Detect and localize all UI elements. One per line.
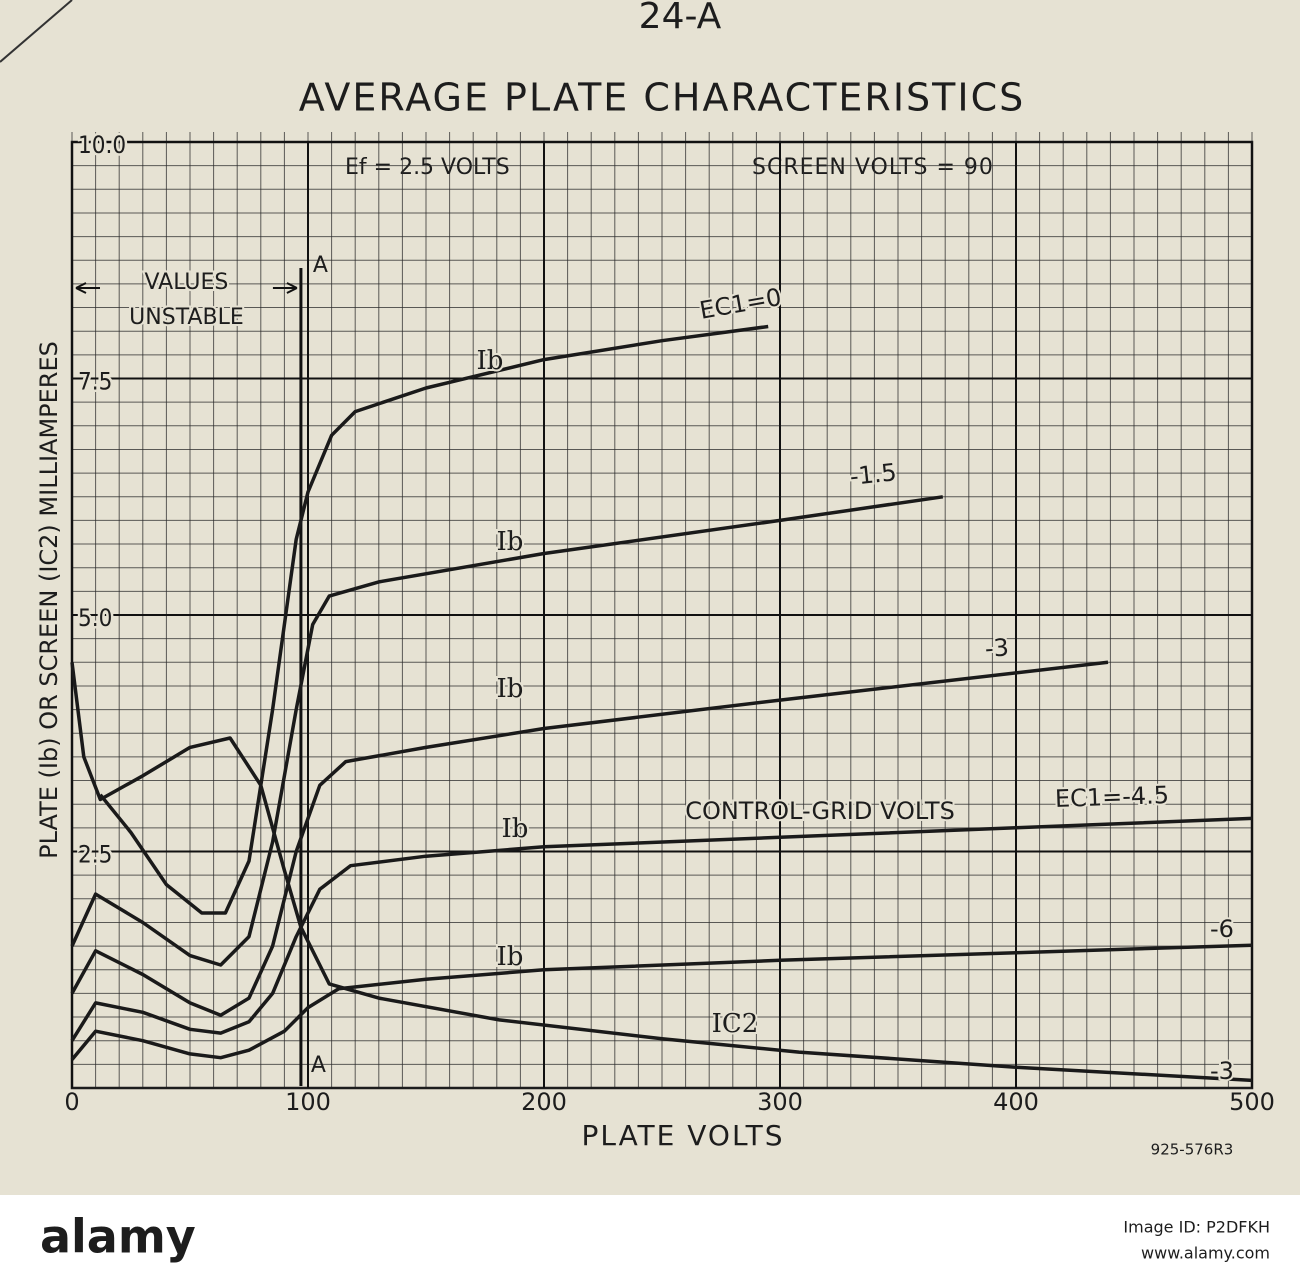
y-tick-label: 5.0 bbox=[78, 604, 112, 632]
paper bbox=[0, 0, 1300, 1195]
curve-label: IC2 bbox=[712, 1009, 759, 1039]
curve-label: Ib bbox=[477, 346, 504, 376]
chart-title: AVERAGE PLATE CHARACTERISTICS bbox=[299, 76, 1025, 120]
series-label: -3 bbox=[1210, 1057, 1234, 1085]
header: 24-A bbox=[639, 0, 722, 37]
drawing-code: 925-576R3 bbox=[1151, 1141, 1234, 1159]
corner-stroke bbox=[0, 0, 73, 63]
unstable-arrow bbox=[75, 282, 298, 294]
condition: SCREEN VOLTS = 90 bbox=[752, 155, 994, 180]
x-tick-label: 500 bbox=[1229, 1088, 1275, 1116]
curve-label: Ib bbox=[502, 814, 529, 844]
x-tick-label: 100 bbox=[285, 1088, 331, 1116]
condition: Ef = 2.5 VOLTS bbox=[345, 155, 510, 180]
boundary-label: A bbox=[311, 1053, 326, 1078]
y-tick-label: 7.5 bbox=[78, 368, 112, 396]
series-label: -1.5 bbox=[848, 458, 897, 491]
x-tick-label: 400 bbox=[993, 1088, 1039, 1116]
y-axis-label: PLATE (Ib) OR SCREEN (IC2) MILLIAMPERES bbox=[35, 341, 63, 859]
footer-id: Image ID: P2DFKH bbox=[1123, 1218, 1270, 1237]
curve bbox=[70, 495, 944, 967]
curve bbox=[70, 943, 1253, 1061]
curve bbox=[98, 324, 769, 915]
series-label: EC1=-4.5 bbox=[1054, 781, 1169, 813]
boundary-label: A bbox=[313, 253, 328, 278]
y-tick-label: 10.0 bbox=[78, 131, 126, 159]
curve-label: Ib bbox=[497, 527, 524, 557]
series-note: CONTROL-GRID VOLTS bbox=[685, 797, 955, 825]
x-tick-label: 0 bbox=[64, 1088, 79, 1116]
curve bbox=[70, 662, 1253, 1083]
footer-band bbox=[0, 1195, 1300, 1287]
footer-url: www.alamy.com bbox=[1141, 1244, 1270, 1263]
x-tick-label: 300 bbox=[757, 1088, 803, 1116]
curve bbox=[70, 660, 1109, 1017]
curve bbox=[70, 816, 1253, 1042]
unstable-note: UNSTABLE bbox=[129, 305, 244, 330]
footer-brand: alamy bbox=[40, 1210, 196, 1264]
curve-label: Ib bbox=[497, 674, 524, 704]
series-label: -3 bbox=[984, 633, 1010, 663]
curve-label: Ib bbox=[497, 942, 524, 972]
x-tick-label: 200 bbox=[521, 1088, 567, 1116]
unstable-note: VALUES bbox=[145, 270, 229, 295]
x-axis-label: PLATE VOLTS bbox=[581, 1119, 784, 1152]
y-tick-label: 2.5 bbox=[78, 841, 112, 869]
series-label: -6 bbox=[1210, 915, 1234, 943]
